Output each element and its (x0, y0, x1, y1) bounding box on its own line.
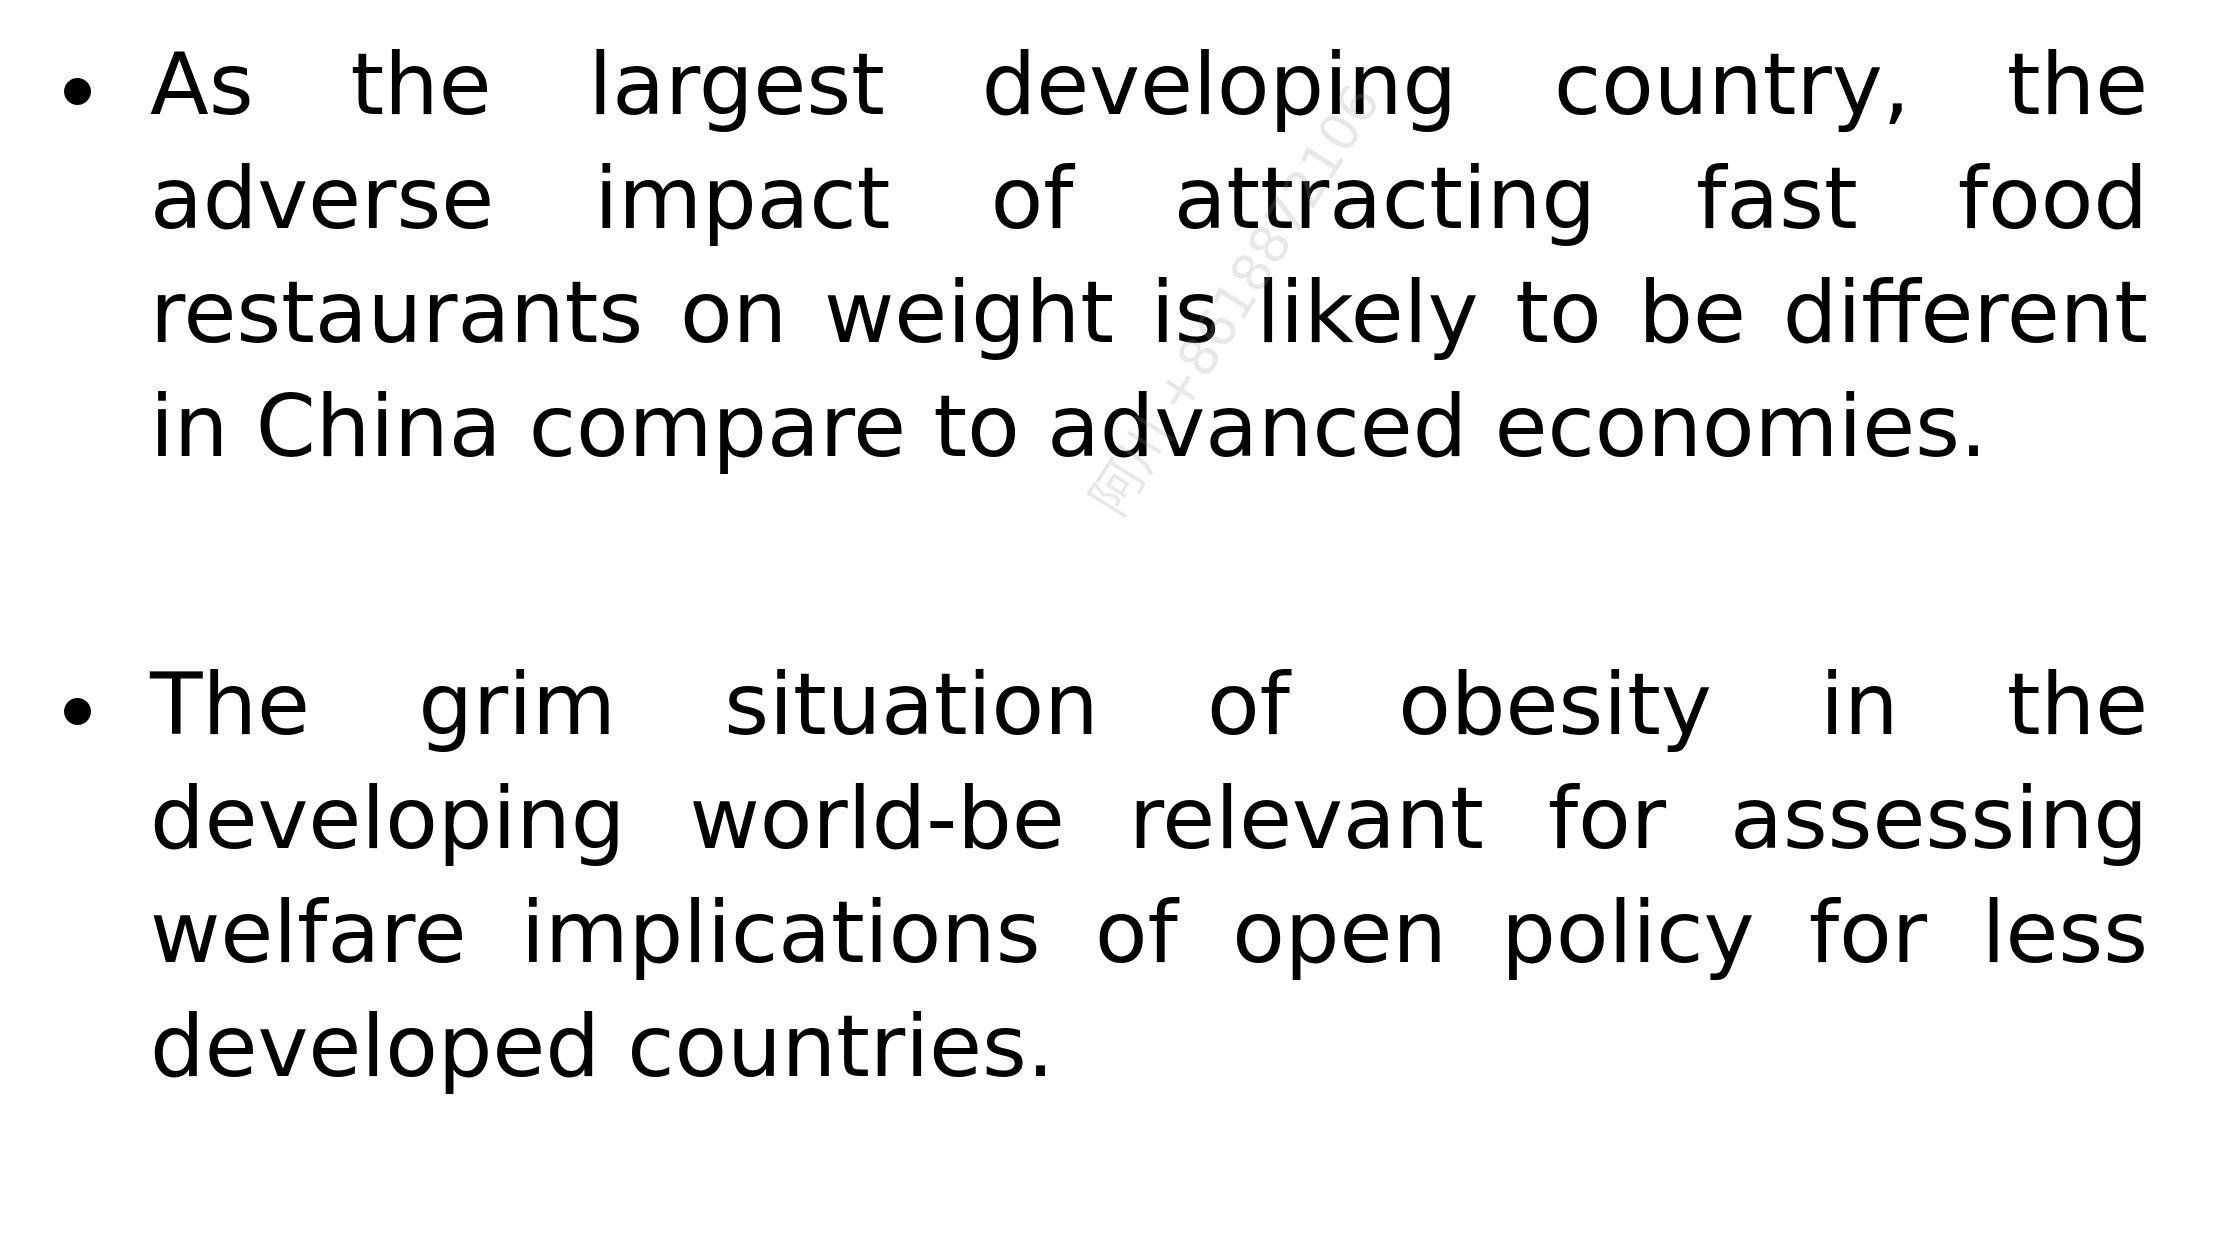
bullet-dot (64, 78, 91, 105)
bullet-text: The grim situation of obesity in the dev… (150, 655, 2148, 1097)
bullet-dot (64, 698, 91, 725)
bullet-text: As the largest developing country, the a… (150, 35, 2148, 477)
